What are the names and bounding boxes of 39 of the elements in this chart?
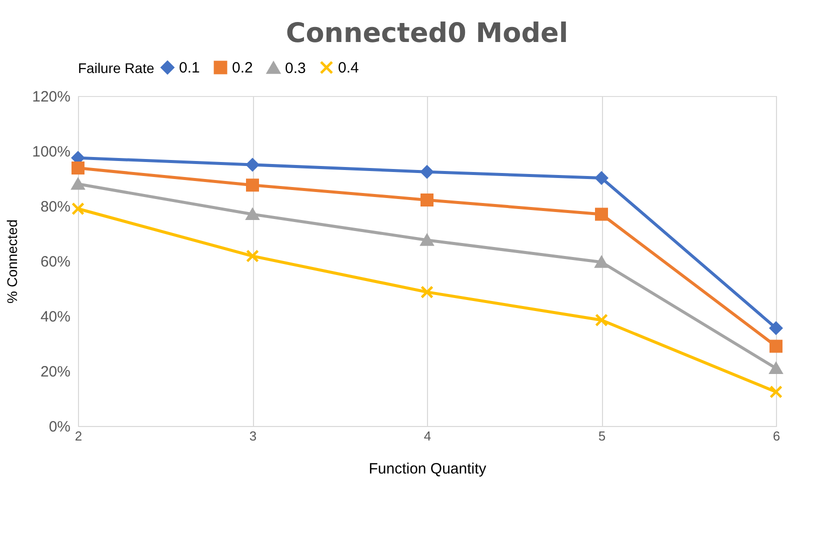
x-tick-label: 4 <box>424 428 432 444</box>
point <box>595 256 608 268</box>
point <box>420 165 434 178</box>
point <box>246 208 259 220</box>
point <box>595 171 608 184</box>
point <box>246 158 259 172</box>
point <box>595 314 608 327</box>
point <box>770 385 782 398</box>
point <box>246 250 259 263</box>
y-tick-label: 60% <box>40 254 70 270</box>
point <box>72 162 84 175</box>
legend-title: Failure Rate <box>78 60 154 76</box>
x-tick-label: 2 <box>74 428 82 444</box>
point <box>770 340 782 353</box>
y-axis-title: % Connected <box>4 219 20 304</box>
y-tick-label: 20% <box>40 364 70 380</box>
y-tick-label: 100% <box>32 144 70 160</box>
point <box>246 178 259 192</box>
legend-label: 0.3 <box>285 60 306 77</box>
legend-label: 0.1 <box>179 60 200 77</box>
x-tick-label: 6 <box>772 428 780 444</box>
point <box>72 178 84 190</box>
point <box>420 234 434 246</box>
point <box>420 193 434 206</box>
point <box>595 208 608 221</box>
legend-label: 0.2 <box>232 60 253 77</box>
x-tick-label: 5 <box>598 428 606 444</box>
y-tick-label: 40% <box>40 308 70 326</box>
y-tick-label: 120% <box>32 88 70 106</box>
point <box>420 286 434 299</box>
legend-label: 0.4 <box>338 60 359 77</box>
x-axis-title: Function Quantity <box>368 460 487 478</box>
y-tick-label: 80% <box>40 198 70 216</box>
x-tick-label: 3 <box>249 428 257 444</box>
point <box>770 362 782 374</box>
y-tick-label: 0% <box>48 418 70 436</box>
point <box>770 322 782 335</box>
point <box>72 202 84 216</box>
chart-title: Connected0 Model <box>286 18 568 49</box>
